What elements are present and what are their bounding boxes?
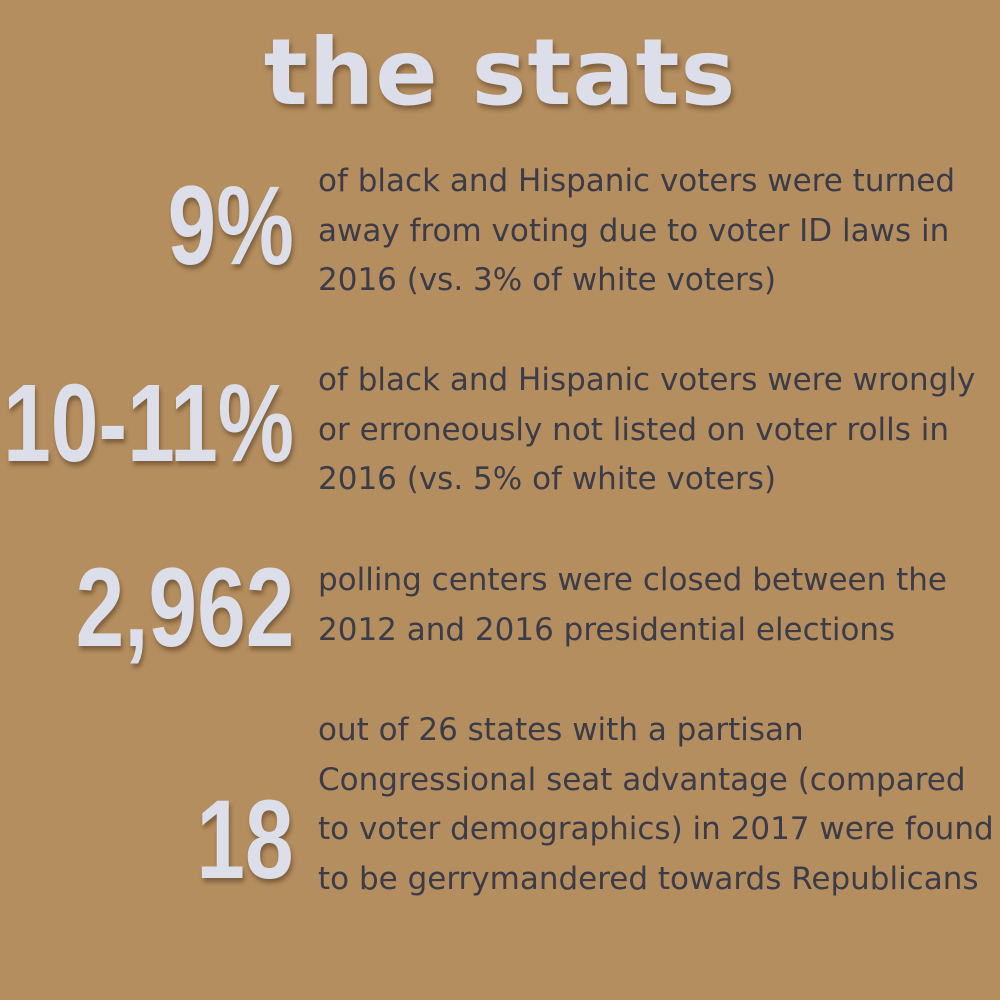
stat-number-polling-centers: 2,962 — [75, 545, 294, 670]
page-title: the stats — [263, 19, 737, 126]
stat-number-voter-rolls: 10-11% — [2, 362, 294, 485]
stat-description-voter-rolls: of black and Hispanic voters were wrongl… — [318, 362, 976, 497]
stat-description-polling-centers: polling centers were closed between the … — [318, 562, 947, 648]
stat-description-voter-id: of black and Hispanic voters were turned… — [318, 163, 956, 298]
stat-number-voter-id: 9% — [167, 163, 294, 288]
stat-number-gerrymandered-states: 18 — [196, 777, 294, 902]
stat-description-gerrymandered-states: out of 26 states with a partisan Congres… — [318, 712, 994, 897]
